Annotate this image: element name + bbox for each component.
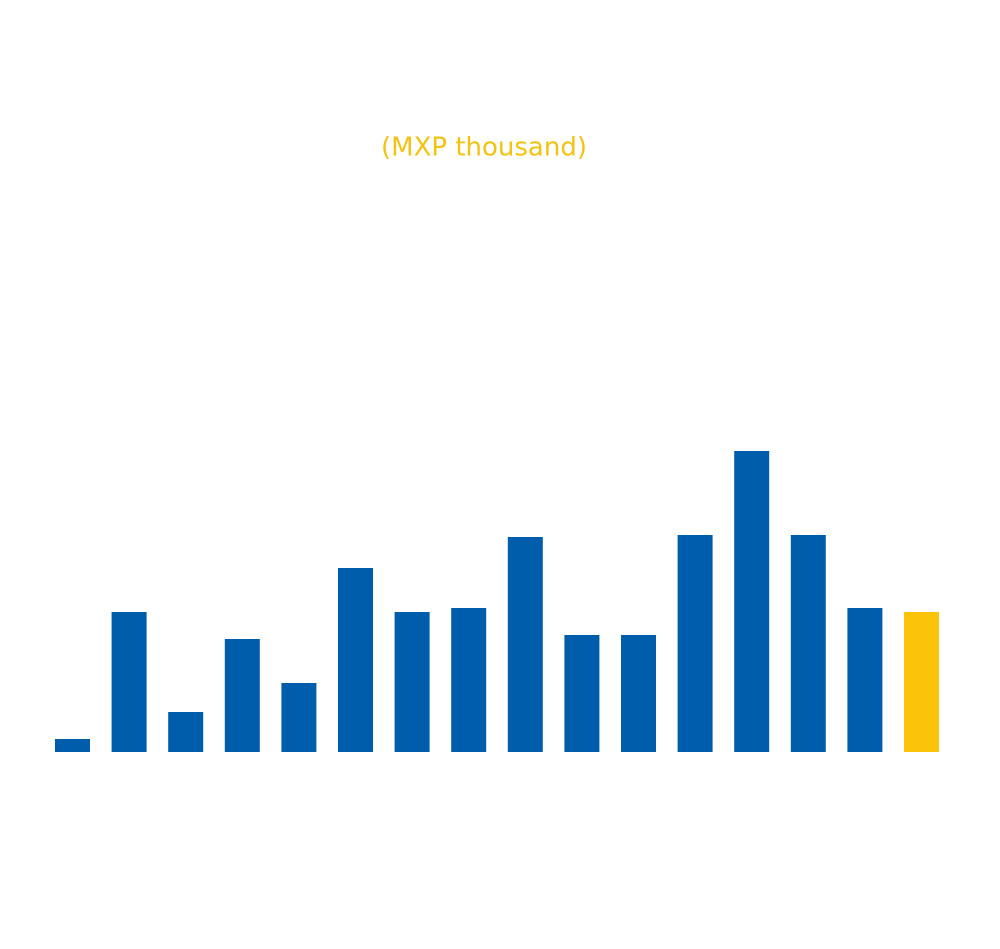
bar bbox=[734, 451, 770, 752]
bar bbox=[394, 612, 430, 752]
bar bbox=[168, 712, 204, 752]
chart-subtitle: (MXP thousand) bbox=[381, 133, 587, 163]
bar bbox=[451, 608, 487, 752]
bar bbox=[564, 635, 600, 752]
bar bbox=[338, 568, 373, 752]
bar bbox=[507, 537, 543, 752]
bar bbox=[55, 739, 90, 752]
bar bbox=[847, 608, 883, 752]
bar bbox=[224, 639, 260, 752]
bar bbox=[111, 612, 147, 752]
bar bbox=[904, 612, 939, 752]
bar bbox=[677, 535, 713, 752]
bar bbox=[621, 635, 656, 752]
bar bbox=[790, 535, 826, 752]
bar bbox=[281, 683, 317, 752]
